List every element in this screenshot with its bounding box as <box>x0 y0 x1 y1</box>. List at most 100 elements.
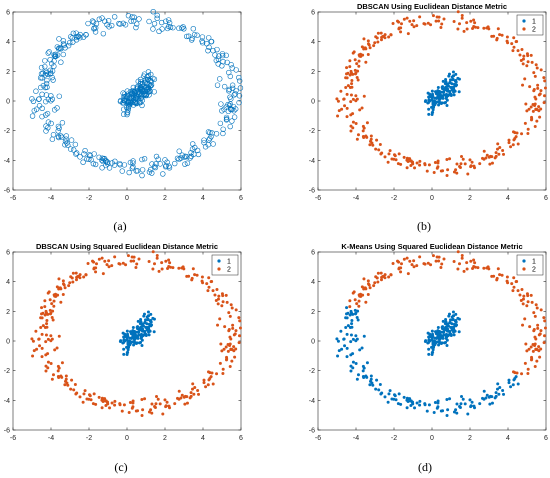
scatter-point <box>87 397 91 401</box>
scatter-point <box>65 42 72 49</box>
scatter-point <box>543 326 547 330</box>
scatter-point <box>234 329 238 333</box>
scatter-point <box>348 326 352 330</box>
scatter-point <box>449 93 453 97</box>
legend-label: 1 <box>532 19 536 26</box>
scatter-point <box>495 38 499 42</box>
scatter-point <box>375 138 379 142</box>
scatter-point <box>431 102 435 106</box>
scatter-point <box>55 346 59 350</box>
scatter-point <box>89 18 96 24</box>
scatter-point <box>441 330 445 334</box>
scatter-point <box>57 277 61 281</box>
scatter-point <box>140 414 144 418</box>
scatter-point <box>394 398 398 402</box>
scatter-point <box>129 259 133 263</box>
chart-title: K-Means Using Squared Euclidean Distance… <box>341 242 522 251</box>
scatter-point <box>360 346 364 350</box>
scatter-point <box>366 292 370 296</box>
scatter-point <box>134 266 138 270</box>
scatter-point <box>206 44 212 50</box>
scatter-point <box>418 15 422 19</box>
scatter-point <box>155 156 161 162</box>
scatter-point <box>391 262 395 266</box>
legend-label: 2 <box>227 267 231 274</box>
scatter-point <box>523 77 527 81</box>
scatter-point <box>61 282 65 286</box>
scatter-point <box>125 329 129 333</box>
scatter-point <box>505 275 509 279</box>
scatter-point <box>511 130 515 134</box>
scatter-point <box>221 300 225 304</box>
scatter-point <box>532 71 536 75</box>
scatter-point <box>526 60 530 64</box>
scatter-point <box>523 361 527 365</box>
scatter-point <box>526 131 530 135</box>
scatter-point <box>418 255 422 259</box>
scatter-point <box>50 377 54 381</box>
scatter-point <box>151 20 158 27</box>
scatter-point <box>56 36 62 42</box>
scatter-point <box>161 412 165 416</box>
scatter-point <box>51 309 55 313</box>
scatter-point <box>219 52 226 59</box>
scatter-point <box>410 263 414 267</box>
scatter-point <box>39 325 43 329</box>
scatter-point <box>481 396 485 400</box>
scatter-point <box>41 311 45 315</box>
scatter-point <box>48 308 52 312</box>
scatter-point <box>522 54 526 58</box>
scatter-point <box>42 63 48 70</box>
scatter-point <box>520 372 524 376</box>
scatter-point <box>383 155 387 159</box>
scatter-point <box>350 322 354 326</box>
scatter-point <box>214 298 218 302</box>
scatter-point <box>109 22 115 29</box>
scatter-point <box>166 20 173 26</box>
scatter-point <box>488 402 492 406</box>
scatter-point <box>450 82 454 86</box>
scatter-point <box>40 332 44 336</box>
scatter-point <box>427 107 431 111</box>
scatter-point <box>233 332 237 336</box>
scatter-point <box>450 315 454 319</box>
scatter-point <box>61 42 67 48</box>
scatter-point <box>44 340 48 344</box>
scatter-point <box>368 143 372 147</box>
scatter-point <box>437 103 441 107</box>
scatter-point <box>141 71 148 77</box>
scatter-point <box>360 106 364 110</box>
scatter-point <box>402 155 406 159</box>
scatter-point <box>365 361 369 365</box>
scatter-point <box>452 330 456 334</box>
scatter-point <box>59 120 66 126</box>
scatter-point <box>138 79 144 85</box>
scatter-point <box>337 349 341 353</box>
scatter-point <box>140 343 144 347</box>
scatter-point <box>132 259 136 263</box>
scatter-point <box>122 22 129 28</box>
scatter-point <box>497 392 501 396</box>
scatter-point <box>100 256 104 260</box>
legend-box <box>516 14 544 36</box>
scatter-point <box>131 405 135 409</box>
scatter-point <box>130 160 136 166</box>
scatter-point <box>107 265 111 269</box>
scatter-point <box>396 162 400 166</box>
scatter-point <box>125 101 131 108</box>
scatter-point <box>57 334 61 338</box>
scatter-point <box>64 374 68 378</box>
scatter-point <box>521 83 525 87</box>
scatter-point <box>122 347 126 351</box>
scatter-point <box>90 19 97 25</box>
scatter-point <box>68 281 72 285</box>
scatter-point <box>162 163 169 170</box>
scatter-point <box>399 162 403 166</box>
scatter-point <box>83 31 89 38</box>
scatter-point <box>412 25 416 29</box>
y-tick-label: 0 <box>311 339 315 346</box>
x-tick-label: 6 <box>239 435 243 442</box>
scatter-point <box>206 383 210 387</box>
scatter-point <box>538 355 542 359</box>
